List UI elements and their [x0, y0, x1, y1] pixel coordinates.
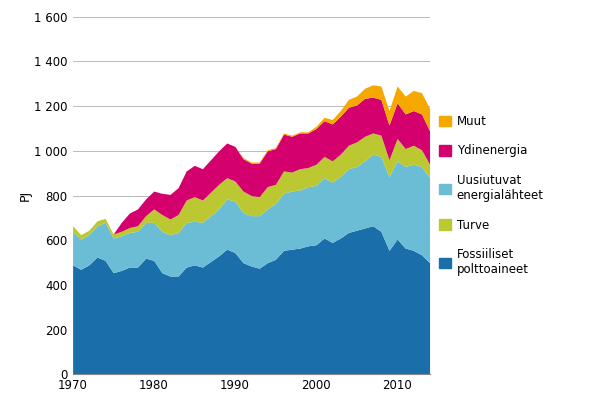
Y-axis label: PJ: PJ	[19, 190, 31, 201]
Legend: Muut, Ydinenergia, Uusiutuvat
energialähteet, Turve, Fossiiliset
polttoaineet: Muut, Ydinenergia, Uusiutuvat energialä…	[439, 115, 544, 276]
